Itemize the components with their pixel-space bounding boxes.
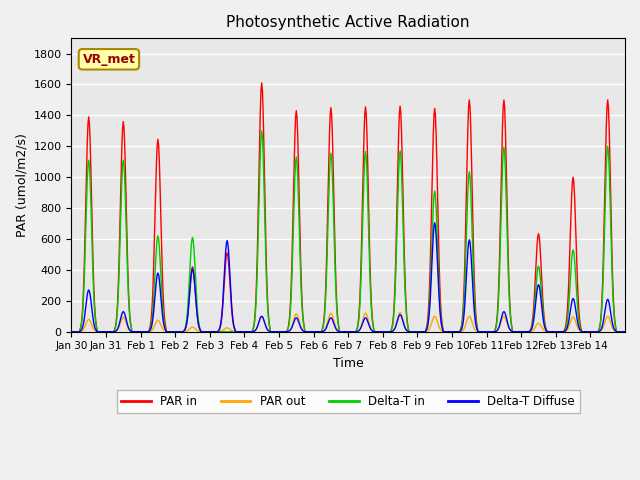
Legend: PAR in, PAR out, Delta-T in, Delta-T Diffuse: PAR in, PAR out, Delta-T in, Delta-T Dif… [116, 390, 580, 413]
Delta-T in [436, 310, 444, 315]
Delta-T Diffuse [234, 329, 242, 335]
PAR out [620, 329, 628, 335]
PAR in [406, 329, 413, 335]
Delta-T Diffuse [282, 329, 290, 335]
Delta-T Diffuse [405, 329, 413, 335]
PAR in [283, 329, 291, 335]
PAR out [396, 310, 404, 315]
Delta-T in [132, 329, 140, 335]
PAR out [406, 329, 413, 335]
Y-axis label: PAR (umol/m2/s): PAR (umol/m2/s) [15, 133, 28, 237]
Delta-T Diffuse [132, 329, 140, 335]
Delta-T in [68, 329, 76, 335]
Line: Delta-T Diffuse: Delta-T Diffuse [72, 223, 624, 332]
PAR out [68, 329, 76, 335]
Line: PAR out: PAR out [72, 312, 624, 332]
PAR out [262, 322, 269, 327]
PAR in [68, 329, 76, 335]
Title: Photosynthetic Active Radiation: Photosynthetic Active Radiation [227, 15, 470, 30]
Delta-T in [258, 128, 266, 134]
PAR in [132, 329, 140, 335]
PAR in [258, 80, 266, 86]
PAR in [620, 329, 628, 335]
Delta-T Diffuse [431, 220, 438, 226]
Delta-T in [620, 329, 628, 335]
Delta-T Diffuse [68, 329, 76, 335]
Delta-T in [283, 329, 291, 335]
PAR in [436, 299, 444, 304]
Delta-T Diffuse [620, 329, 628, 335]
Delta-T in [406, 329, 413, 335]
Delta-T in [234, 329, 242, 335]
PAR out [234, 329, 242, 335]
X-axis label: Time: Time [333, 357, 364, 370]
Line: Delta-T in: Delta-T in [72, 131, 624, 332]
Delta-T Diffuse [436, 314, 444, 320]
PAR out [436, 327, 444, 333]
Delta-T in [262, 264, 270, 269]
Text: VR_met: VR_met [83, 53, 135, 66]
PAR in [262, 248, 270, 254]
PAR out [282, 329, 290, 335]
Line: PAR in: PAR in [72, 83, 624, 332]
Delta-T Diffuse [262, 322, 269, 327]
PAR out [132, 329, 140, 335]
PAR in [234, 329, 242, 335]
